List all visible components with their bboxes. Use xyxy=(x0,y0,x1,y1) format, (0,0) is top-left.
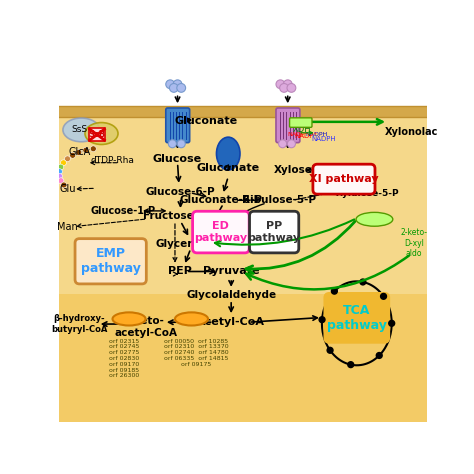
Text: Acetyl-CoA: Acetyl-CoA xyxy=(197,317,265,327)
Circle shape xyxy=(170,83,178,92)
Circle shape xyxy=(70,153,76,158)
Circle shape xyxy=(327,347,333,353)
Circle shape xyxy=(91,146,96,152)
Text: PP
pathway: PP pathway xyxy=(247,221,301,243)
Circle shape xyxy=(177,83,186,92)
Circle shape xyxy=(177,140,185,148)
Text: NADPH: NADPH xyxy=(305,132,328,137)
Ellipse shape xyxy=(356,212,393,226)
Circle shape xyxy=(58,178,64,183)
Circle shape xyxy=(287,140,295,148)
Circle shape xyxy=(376,353,382,358)
Text: TCA
pathway: TCA pathway xyxy=(327,304,387,332)
Ellipse shape xyxy=(85,123,118,145)
Text: Pyruvate: Pyruvate xyxy=(203,266,259,276)
Text: ADP: ADP xyxy=(353,187,368,196)
Circle shape xyxy=(319,317,325,323)
Text: Glucose: Glucose xyxy=(153,154,202,164)
Circle shape xyxy=(280,83,289,92)
Text: β-hydroxy-
butyryl-CoA: β-hydroxy- butyryl-CoA xyxy=(51,314,108,334)
Text: PEP: PEP xyxy=(168,266,191,276)
FancyBboxPatch shape xyxy=(59,106,427,422)
Text: SsB: SsB xyxy=(89,130,106,139)
Text: Ribulose-5-P: Ribulose-5-P xyxy=(242,195,316,205)
Text: Xylulose-5-P: Xylulose-5-P xyxy=(336,189,400,198)
Circle shape xyxy=(283,80,292,89)
Text: Gluconate: Gluconate xyxy=(197,163,260,173)
Text: NADPH: NADPH xyxy=(311,136,336,142)
Text: Xylonolac: Xylonolac xyxy=(385,128,438,137)
Text: Glucose-6-P: Glucose-6-P xyxy=(146,187,215,197)
Circle shape xyxy=(58,164,64,170)
Circle shape xyxy=(279,140,287,148)
Text: Gluconate: Gluconate xyxy=(174,116,238,126)
Text: Man: Man xyxy=(57,222,78,232)
Text: phbA: phbA xyxy=(178,314,205,323)
Text: XDH: XDH xyxy=(293,126,312,134)
Text: Xylose: Xylose xyxy=(274,165,313,175)
Circle shape xyxy=(64,156,71,162)
Text: Glycolaldehyde: Glycolaldehyde xyxy=(186,290,276,300)
Circle shape xyxy=(287,83,296,92)
Text: ATP: ATP xyxy=(354,181,367,190)
FancyBboxPatch shape xyxy=(290,118,312,128)
Circle shape xyxy=(389,320,395,326)
Text: Glucose-1-P: Glucose-1-P xyxy=(91,206,156,216)
Circle shape xyxy=(76,149,82,155)
Text: SsS: SsS xyxy=(72,125,88,134)
Circle shape xyxy=(61,160,66,166)
Text: kdpgA: kdpgA xyxy=(358,215,391,224)
Text: NADP⁺: NADP⁺ xyxy=(287,132,308,137)
Text: 2-keto-
D-xyl
aldo: 2-keto- D-xyl aldo xyxy=(400,228,427,258)
Text: NADP⁺: NADP⁺ xyxy=(294,134,318,139)
Text: Glu: Glu xyxy=(59,184,75,194)
Text: Glycerate-3-P: Glycerate-3-P xyxy=(155,239,235,249)
Text: ED
pathway: ED pathway xyxy=(194,221,247,243)
FancyBboxPatch shape xyxy=(59,294,427,422)
Ellipse shape xyxy=(175,312,208,326)
Circle shape xyxy=(381,293,386,299)
Circle shape xyxy=(173,80,182,89)
FancyBboxPatch shape xyxy=(75,238,146,284)
FancyBboxPatch shape xyxy=(89,128,105,141)
Text: dTDP-Rha: dTDP-Rha xyxy=(91,156,135,165)
Text: Xylulose: Xylulose xyxy=(312,165,362,175)
Text: orf 02315
orf 02745
orf 02775
orf 02830
orf 09170
orf 09185
orf 26300: orf 02315 orf 02745 orf 02775 orf 02830 … xyxy=(109,338,139,378)
FancyBboxPatch shape xyxy=(59,57,427,106)
FancyBboxPatch shape xyxy=(249,211,299,253)
Circle shape xyxy=(331,288,337,294)
Text: XI pathway: XI pathway xyxy=(309,174,379,184)
FancyBboxPatch shape xyxy=(276,108,300,143)
Circle shape xyxy=(276,80,285,89)
Circle shape xyxy=(168,140,176,148)
Circle shape xyxy=(83,147,89,153)
Circle shape xyxy=(56,173,63,179)
Circle shape xyxy=(360,279,366,285)
Ellipse shape xyxy=(63,118,100,142)
Ellipse shape xyxy=(217,137,240,170)
Text: Fructose-6-P: Fructose-6-P xyxy=(144,210,218,220)
FancyBboxPatch shape xyxy=(325,293,389,342)
Text: phbB: phbB xyxy=(116,314,142,323)
Circle shape xyxy=(166,80,174,89)
FancyBboxPatch shape xyxy=(192,211,249,253)
Circle shape xyxy=(348,362,354,367)
Circle shape xyxy=(61,182,67,188)
Text: Gluconate-6-P: Gluconate-6-P xyxy=(179,195,263,205)
Text: EMP
pathway: EMP pathway xyxy=(81,247,141,275)
FancyBboxPatch shape xyxy=(166,108,190,143)
Ellipse shape xyxy=(112,312,146,326)
Text: orf 00050  orf 10285
orf 02310  orf 13370
orf 02740  orf 14780
orf 06335  orf 14: orf 00050 orf 10285 orf 02310 orf 13370 … xyxy=(164,338,228,367)
FancyBboxPatch shape xyxy=(313,164,375,194)
Text: GlcA: GlcA xyxy=(68,147,91,157)
Text: xylB: xylB xyxy=(290,118,311,127)
Circle shape xyxy=(56,169,63,174)
Text: Aceto-
acetyl-CoA: Aceto- acetyl-CoA xyxy=(114,316,177,338)
FancyBboxPatch shape xyxy=(59,106,427,117)
